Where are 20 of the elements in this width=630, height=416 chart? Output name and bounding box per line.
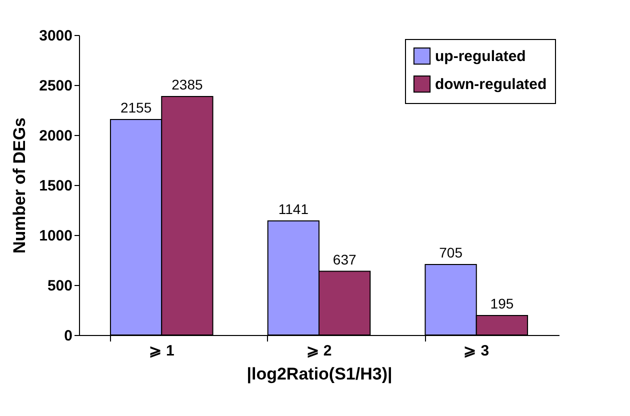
y-axis-title: Number of DEGs [10,117,30,254]
x-tick-label: ⩾ 1 [148,342,174,360]
y-tick-label: 500 [47,278,72,294]
y-tick-label: 2000 [39,128,72,144]
legend-label: down-regulated [435,76,547,93]
data-label: 195 [490,296,514,312]
x-tick-label: ⩾ 3 [464,342,490,360]
data-label: 2385 [172,76,203,92]
y-tick-label: 1500 [39,178,72,194]
y-tick-label: 0 [64,328,72,344]
legend-label: up-regulated [435,48,526,65]
y-tick-label: 1000 [39,228,72,244]
data-label: 2155 [120,100,152,116]
x-tick-label: ⩾ 2 [306,342,332,360]
data-label: 1141 [278,200,309,217]
y-tick-label: 2500 [39,78,72,94]
data-label: 705 [439,244,463,260]
data-label: 637 [332,251,356,268]
x-axis-title: |log2Ratio(S1/H3)| [246,364,392,384]
y-tick-label: 3000 [39,28,72,44]
